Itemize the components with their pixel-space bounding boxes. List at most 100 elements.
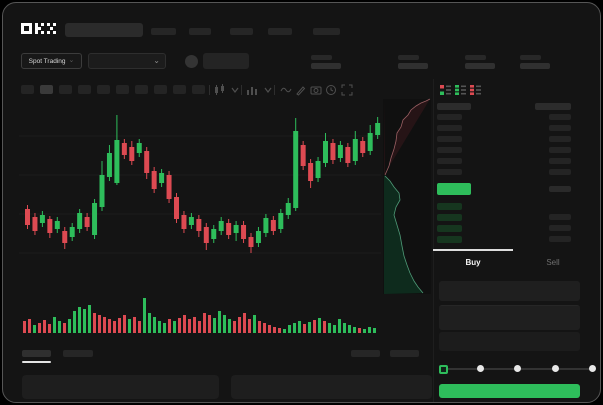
trade-tabbar: Buy Sell <box>433 249 593 275</box>
timeframe-button[interactable] <box>59 85 72 94</box>
ticker-label <box>311 55 332 60</box>
chevron-down-icon[interactable] <box>229 84 241 96</box>
ob-ask-row[interactable] <box>433 156 593 166</box>
ob-last-amount <box>549 186 571 192</box>
nav-item[interactable] <box>268 28 292 35</box>
ticker-value <box>398 63 428 69</box>
slider-stop[interactable] <box>514 365 521 372</box>
ticker-label <box>520 55 541 60</box>
book-bids-icon[interactable] <box>455 84 466 96</box>
ob-ask-row[interactable] <box>433 167 593 177</box>
slider-stop[interactable] <box>551 365 559 372</box>
ob-bid-row[interactable] <box>433 212 593 222</box>
slider-stop[interactable] <box>476 365 484 372</box>
ob-bid-price <box>437 225 462 232</box>
ob-ask-price <box>437 147 462 153</box>
nav-item[interactable] <box>189 28 211 35</box>
pair-selector[interactable]: ⌄ <box>88 53 166 69</box>
ticker-label <box>398 55 419 60</box>
total-field[interactable] <box>439 332 580 351</box>
buy-submit-button[interactable] <box>439 384 580 398</box>
ob-ask-amount <box>549 158 571 164</box>
price-field[interactable] <box>439 281 580 301</box>
ob-last-price[interactable] <box>437 183 471 195</box>
timeframe-button[interactable] <box>21 85 34 94</box>
active-tab-underline <box>22 361 51 363</box>
divider <box>241 85 242 95</box>
bottom-panel-left[interactable] <box>22 375 219 399</box>
book-combined-icon[interactable] <box>440 84 451 96</box>
ob-header-price <box>437 103 471 110</box>
ob-ask-row[interactable] <box>433 123 593 133</box>
timeframe-button[interactable] <box>154 85 167 94</box>
timeframe-button[interactable] <box>173 85 186 94</box>
timeframe-button[interactable] <box>78 85 91 94</box>
ob-ask-row[interactable] <box>433 112 593 122</box>
ob-ask-amount <box>549 147 571 153</box>
ob-bid-price <box>437 236 462 243</box>
slider-stop[interactable] <box>589 365 596 372</box>
slider-stop[interactable] <box>439 365 448 374</box>
nav-item[interactable] <box>151 28 176 35</box>
ob-ask-price <box>437 125 462 131</box>
ob-bid-row[interactable] <box>433 201 593 211</box>
timeframe-button[interactable] <box>40 85 53 94</box>
ob-ask-row[interactable] <box>433 134 593 144</box>
ob-ask-amount <box>549 125 571 131</box>
ob-bid-price <box>437 214 462 221</box>
ob-ask-price <box>437 169 462 175</box>
camera-icon[interactable] <box>310 84 322 96</box>
ob-ask-amount <box>549 169 571 175</box>
divider <box>274 85 275 95</box>
okx-logo <box>21 23 56 34</box>
timeframe-button[interactable] <box>97 85 110 94</box>
ob-bid-price <box>437 203 462 210</box>
ticker-value <box>311 63 341 69</box>
orderbook-panel <box>433 79 593 402</box>
indicators-icon[interactable] <box>246 84 258 96</box>
market-mode-button[interactable]: Spot Trading ⌄ <box>21 53 82 69</box>
tab-sell[interactable]: Sell <box>546 257 560 267</box>
ob-bid-amount <box>549 236 571 242</box>
ticker-label <box>465 55 486 60</box>
ob-header-amount <box>535 103 571 110</box>
ob-bid-amount <box>549 214 571 220</box>
book-asks-icon[interactable] <box>470 84 481 96</box>
draw-tool-icon[interactable] <box>295 84 307 96</box>
bottom-action[interactable] <box>351 350 380 357</box>
ob-ask-amount <box>549 114 571 120</box>
tab-buy[interactable]: Buy <box>433 249 513 275</box>
search-input[interactable] <box>65 23 143 37</box>
avatar[interactable] <box>185 55 198 68</box>
nav-item[interactable] <box>313 28 340 35</box>
timer-icon[interactable] <box>325 84 337 96</box>
ob-ask-amount <box>549 136 571 142</box>
fullscreen-icon[interactable] <box>341 84 353 96</box>
divider <box>209 85 210 95</box>
header-widget[interactable] <box>203 53 249 69</box>
ob-ask-price <box>437 158 462 164</box>
ticker-value <box>465 63 495 69</box>
ob-ask-price <box>437 114 462 120</box>
ob-bid-row[interactable] <box>433 223 593 233</box>
price-chart-canvas[interactable] <box>3 3 601 403</box>
nav-item[interactable] <box>230 28 253 35</box>
line-tool-icon[interactable] <box>280 84 292 96</box>
candle-type-icon[interactable] <box>214 84 226 96</box>
bottom-tab[interactable] <box>22 350 51 357</box>
timeframe-button[interactable] <box>192 85 205 94</box>
ticker-value <box>520 63 550 69</box>
ob-ask-row[interactable] <box>433 145 593 155</box>
timeframe-button[interactable] <box>135 85 148 94</box>
bottom-panel-right[interactable] <box>231 375 432 399</box>
ob-bid-row[interactable] <box>433 234 593 244</box>
timeframe-button[interactable] <box>116 85 129 94</box>
amount-field[interactable] <box>439 305 580 330</box>
chevron-down-icon[interactable] <box>262 84 274 96</box>
bottom-tab[interactable] <box>63 350 93 357</box>
chevron-down-icon: ⌄ <box>153 56 160 65</box>
bottom-action[interactable] <box>390 350 419 357</box>
market-mode-label: Spot Trading <box>28 57 66 65</box>
